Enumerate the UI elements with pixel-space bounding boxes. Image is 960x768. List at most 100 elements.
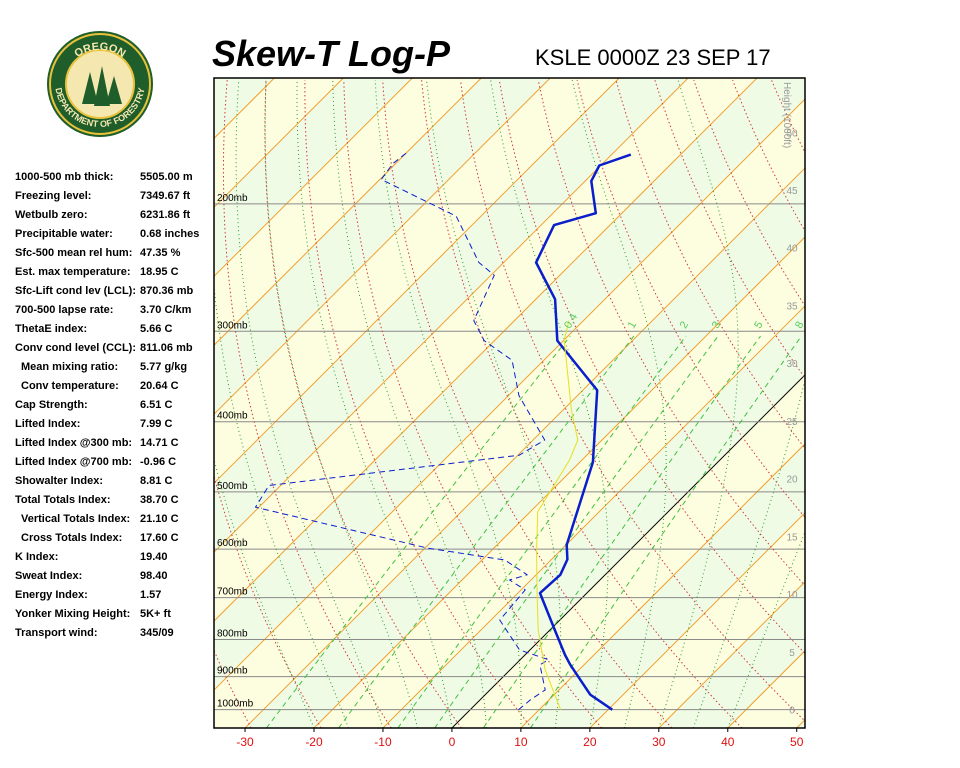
index-value: 47.35 % (140, 247, 181, 259)
index-value: 8.81 C (140, 475, 172, 487)
height-label: 40 (786, 244, 798, 255)
index-label: Precipitable water: (15, 228, 113, 240)
index-label: Mean mixing ratio: (21, 361, 118, 373)
index-label: Transport wind: (15, 627, 98, 639)
index-value: 6.51 C (140, 399, 172, 411)
index-label: Conv cond level (CCL): (15, 342, 136, 354)
isotherm (382, 305, 805, 728)
index-value: 17.60 C (140, 532, 179, 544)
index-label: Sfc-500 mean rel hum: (15, 247, 132, 259)
pressure-label: 900mb (217, 666, 248, 677)
chart-title: Skew-T Log-P (212, 33, 451, 74)
isotherm (589, 512, 805, 728)
moist-adiabat (374, 79, 522, 728)
isotherm (214, 98, 805, 691)
isotherm (214, 78, 551, 415)
dry-adiabat (304, 80, 532, 728)
index-label: Est. max temperature: (15, 266, 131, 278)
isotherm (214, 78, 413, 278)
pressure-label: 200mb (217, 193, 248, 204)
index-value: 20.64 C (140, 380, 179, 392)
logo-top-text: OREGON (72, 41, 127, 60)
dry-adiabat (421, 79, 743, 728)
dry-adiabat (615, 79, 805, 450)
index-value: 811.06 mb (140, 342, 193, 354)
mixing-ratio-line (338, 335, 635, 728)
index-label: Cross Totals Index: (21, 532, 122, 544)
index-value: 0.68 inches (140, 228, 199, 240)
index-label: Conv temperature: (21, 380, 119, 392)
dry-adiabat (576, 79, 805, 519)
x-tick-label: -10 (374, 735, 392, 749)
pressure-label: 800mb (217, 629, 248, 640)
x-tick-label: 30 (652, 735, 666, 749)
x-tick-label: 10 (514, 735, 528, 749)
height-axis-label: Height (1000ft) (781, 82, 792, 148)
mixing-ratio-label: 5 (752, 319, 765, 330)
mixing-ratio-label: 3 (710, 319, 723, 330)
pressure-label: 1000mb (217, 699, 254, 710)
logo: OREGON DEPARTMENT OF FORESTRY (47, 31, 153, 137)
isotherm (214, 78, 758, 622)
index-label: 1000-500 mb thick: (15, 171, 113, 183)
index-label: 700-500 lapse rate: (15, 304, 113, 316)
isotherm-band (866, 78, 960, 728)
index-value: 38.70 C (140, 494, 179, 506)
height-label: 15 (786, 532, 798, 543)
logo-top-text: OREGON (72, 41, 127, 60)
isotherm (214, 78, 482, 346)
isotherm (214, 78, 344, 209)
pressure-label: 600mb (217, 538, 248, 549)
index-label: Cap Strength: (15, 399, 88, 411)
index-value: 14.71 C (140, 437, 179, 449)
moist-adiabat (727, 530, 805, 728)
height-label: 35 (786, 301, 798, 312)
moist-adiabat (571, 79, 667, 728)
index-label: Vertical Totals Index: (21, 513, 130, 525)
index-value: 7.99 C (140, 418, 172, 430)
isotherm (313, 236, 805, 728)
dry-adiabat (888, 80, 960, 728)
mixing-ratio-label: 2 (678, 319, 691, 330)
height-label: 5 (789, 648, 795, 659)
index-label: K Index: (15, 551, 58, 563)
index-value: 7349.67 ft (140, 190, 190, 202)
index-label: Lifted Index @700 mb: (15, 456, 132, 468)
x-tick-label: -30 (236, 735, 254, 749)
mixing-ratio-label: 1 (626, 319, 639, 330)
index-value: 345/09 (140, 627, 174, 639)
index-label: Sweat Index: (15, 570, 82, 582)
index-value: 18.95 C (140, 266, 179, 278)
dry-adiabat (849, 80, 960, 728)
moist-adiabat (264, 79, 418, 728)
dry-adiabat (693, 79, 805, 307)
pressure-label: 500mb (217, 481, 248, 492)
height-label: 50 (786, 128, 798, 139)
logo-tree (106, 76, 122, 104)
isotherm (214, 78, 689, 553)
index-label: Freezing level: (15, 190, 91, 202)
plot-labels: 200mb 300mb 400mb 500mb 600mb 700mb 800mb 900mb… (217, 82, 807, 749)
index-value: 5.66 C (140, 323, 172, 335)
index-label: Total Totals Index: (15, 494, 111, 506)
pressure-label: 300mb (217, 320, 248, 331)
moist-adiabat (214, 80, 349, 728)
x-tick-label: 0 (449, 735, 456, 749)
index-value: 5505.00 m (140, 171, 193, 183)
profile-line (255, 152, 549, 711)
plot-grid (214, 78, 960, 728)
mixing-ratio-line (266, 335, 571, 728)
isotherm (214, 78, 620, 484)
logo-ring-line (49, 33, 151, 135)
plot-data (255, 152, 632, 711)
moist-adiabat (235, 79, 384, 728)
index-label: Yonker Mixing Height: (15, 608, 130, 620)
moist-adiabat (658, 79, 739, 728)
isotherm (866, 78, 960, 728)
dry-adiabat (264, 79, 462, 728)
height-label: 30 (786, 359, 798, 370)
dry-adiabat (460, 79, 805, 722)
logo-tree (94, 66, 110, 106)
isotherm (796, 719, 805, 728)
index-value: 3.70 C/km (140, 304, 192, 316)
